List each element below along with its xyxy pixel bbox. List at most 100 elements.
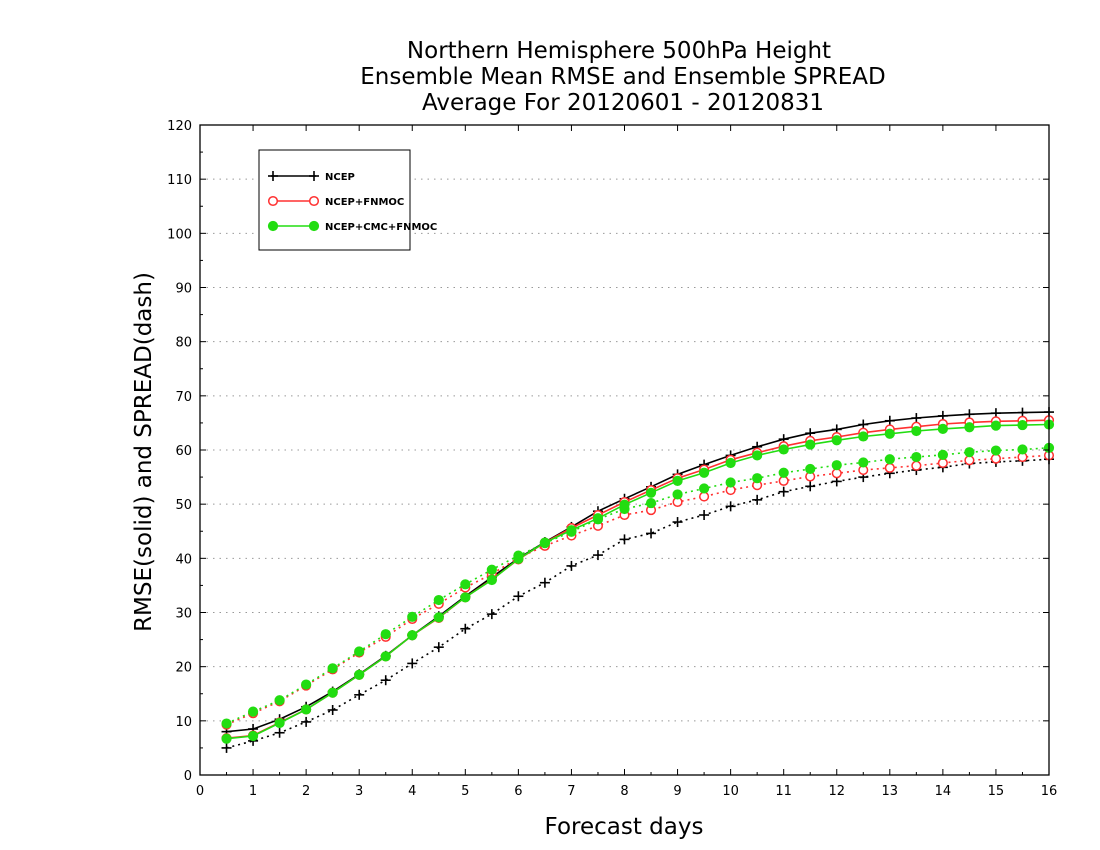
rmse-point-ncep-cmc-fnmoc — [486, 574, 497, 586]
spread-point-ncep — [778, 486, 789, 497]
spread-point-ncep — [592, 550, 603, 561]
legend-box — [258, 149, 411, 251]
rmse-point-ncep — [884, 415, 895, 426]
legend-marker — [308, 220, 320, 232]
rmse-point-ncep-cmc-fnmoc — [513, 553, 524, 564]
spread-point-ncep — [301, 716, 312, 727]
spread-point-ncep-fnmoc — [911, 460, 922, 471]
y-axis-title: RMSE(solid) and SPREAD(dash) — [131, 272, 157, 632]
spread-point-ncep — [672, 517, 683, 528]
spread-point-ncep — [699, 510, 710, 520]
y-tick-label: 40 — [175, 552, 192, 567]
spread-point-ncep-fnmoc — [990, 453, 1001, 464]
rmse-point-ncep-cmc-fnmoc — [698, 467, 710, 478]
legend-item-ncep-fnmoc: NCEP+FNMOC — [267, 195, 404, 208]
spread-point-ncep-cmc-fnmoc — [301, 679, 312, 690]
spread-point-ncep-cmc-fnmoc — [778, 467, 789, 478]
x-tick-label: 0 — [196, 784, 204, 799]
x-axis: 0 1 2 3 4 5 6 7 8 9 10 11 12 13 14 15 16 — [196, 125, 1057, 799]
spread-point-ncep-cmc-fnmoc — [672, 489, 683, 500]
rmse-point-ncep — [911, 413, 922, 424]
spread-point-ncep-cmc-fnmoc — [752, 473, 763, 484]
spread-point-ncep-cmc-fnmoc — [645, 497, 657, 509]
rmse-point-ncep-cmc-fnmoc — [592, 513, 604, 524]
spread-point-ncep — [646, 528, 657, 539]
rmse-point-ncep-cmc-fnmoc — [327, 687, 338, 698]
rmse-point-ncep-cmc-fnmoc — [274, 717, 285, 729]
spread-point-ncep-cmc-fnmoc — [460, 579, 471, 590]
spread-point-ncep-cmc-fnmoc — [274, 695, 285, 706]
spread-point-ncep-fnmoc — [699, 491, 710, 502]
rmse-point-ncep-cmc-fnmoc — [911, 425, 922, 437]
spread-point-ncep — [619, 534, 630, 545]
y-tick-label: 20 — [175, 661, 192, 676]
x-tick-label: 12 — [828, 784, 845, 799]
x-tick-label: 11 — [775, 784, 792, 799]
spread-point-ncep-fnmoc — [831, 468, 842, 479]
legend: NCEP NCEP+FNMOC NCEP+CMC+FNMOC — [258, 149, 437, 251]
spread-point-ncep-cmc-fnmoc — [858, 457, 869, 468]
rmse-point-ncep-cmc-fnmoc — [778, 444, 789, 455]
rmse-point-ncep-cmc-fnmoc — [460, 592, 471, 603]
legend-marker — [268, 171, 278, 181]
spread-point-ncep — [752, 494, 763, 505]
y-tick-label: 110 — [167, 173, 192, 188]
spread-point-ncep-cmc-fnmoc — [327, 663, 338, 674]
x-tick-label: 8 — [620, 784, 628, 799]
legend-label: NCEP — [325, 172, 355, 183]
y-tick-label: 30 — [175, 607, 192, 622]
spread-point-ncep-fnmoc — [778, 475, 789, 486]
rmse-point-ncep-cmc-fnmoc — [433, 612, 444, 623]
spread-point-ncep — [407, 658, 418, 669]
spread-point-ncep-cmc-fnmoc — [354, 646, 365, 657]
spread-point-ncep-cmc-fnmoc — [884, 454, 895, 465]
spread-point-ncep-fnmoc — [964, 455, 975, 466]
spread-point-ncep-cmc-fnmoc — [805, 463, 816, 475]
spread-point-ncep — [725, 501, 736, 512]
title-line-2: Ensemble Mean RMSE and Ensemble SPREAD — [360, 64, 885, 90]
rmse-point-ncep-cmc-fnmoc — [539, 537, 551, 548]
spread-point-ncep-cmc-fnmoc — [698, 483, 710, 494]
y-tick-label: 80 — [175, 336, 192, 351]
spread-point-ncep — [433, 642, 444, 653]
y-tick-label: 90 — [175, 282, 192, 297]
x-tick-label: 14 — [935, 784, 952, 799]
rmse-point-ncep-cmc-fnmoc — [805, 439, 816, 450]
spread-point-ncep — [539, 577, 550, 588]
spread-point-ncep-cmc-fnmoc — [831, 460, 842, 471]
rmse-point-ncep-cmc-fnmoc — [990, 420, 1002, 431]
rmse-point-ncep-cmc-fnmoc — [380, 651, 391, 662]
x-tick-label: 5 — [461, 784, 469, 799]
series-layer — [221, 407, 1055, 753]
y-axis: 0 10 20 30 40 50 60 70 80 90 100 110 120 — [167, 119, 1049, 784]
x-tick-label: 1 — [249, 784, 257, 799]
series-ncep-cmc-fnmoc-rmse — [221, 419, 1055, 744]
x-axis-title: Forecast days — [545, 814, 704, 840]
spread-point-ncep — [380, 675, 391, 686]
spread-point-ncep — [513, 591, 524, 602]
legend-label: NCEP+FNMOC — [325, 197, 404, 208]
rmse-point-ncep-cmc-fnmoc — [884, 428, 895, 439]
x-tick-label: 16 — [1041, 784, 1058, 799]
spread-point-ncep-cmc-fnmoc — [990, 445, 1002, 456]
rmse-point-ncep-cmc-fnmoc — [301, 704, 312, 715]
spread-point-ncep-fnmoc — [937, 457, 948, 469]
title-line-3: Average For 20120601 - 20120831 — [422, 90, 824, 116]
rmse-point-ncep-cmc-fnmoc — [752, 450, 763, 461]
legend-item-ncep: NCEP — [268, 171, 355, 183]
spread-point-ncep-cmc-fnmoc — [247, 706, 259, 717]
spread-point-ncep-cmc-fnmoc — [964, 447, 975, 458]
x-tick-label: 9 — [673, 784, 681, 799]
spread-point-ncep-cmc-fnmoc — [433, 594, 444, 606]
rmse-point-ncep-cmc-fnmoc — [566, 525, 577, 536]
rmse-point-ncep-cmc-fnmoc — [645, 487, 657, 498]
y-tick-label: 0 — [184, 769, 192, 784]
legend-marker — [309, 171, 319, 181]
rmse-point-ncep-cmc-fnmoc — [858, 431, 869, 442]
x-tick-label: 13 — [882, 784, 899, 799]
spread-point-ncep-cmc-fnmoc — [407, 611, 418, 622]
legend-label: NCEP+CMC+FNMOC — [325, 222, 437, 233]
spread-point-ncep-cmc-fnmoc — [725, 477, 736, 488]
x-tick-label: 6 — [514, 784, 522, 799]
